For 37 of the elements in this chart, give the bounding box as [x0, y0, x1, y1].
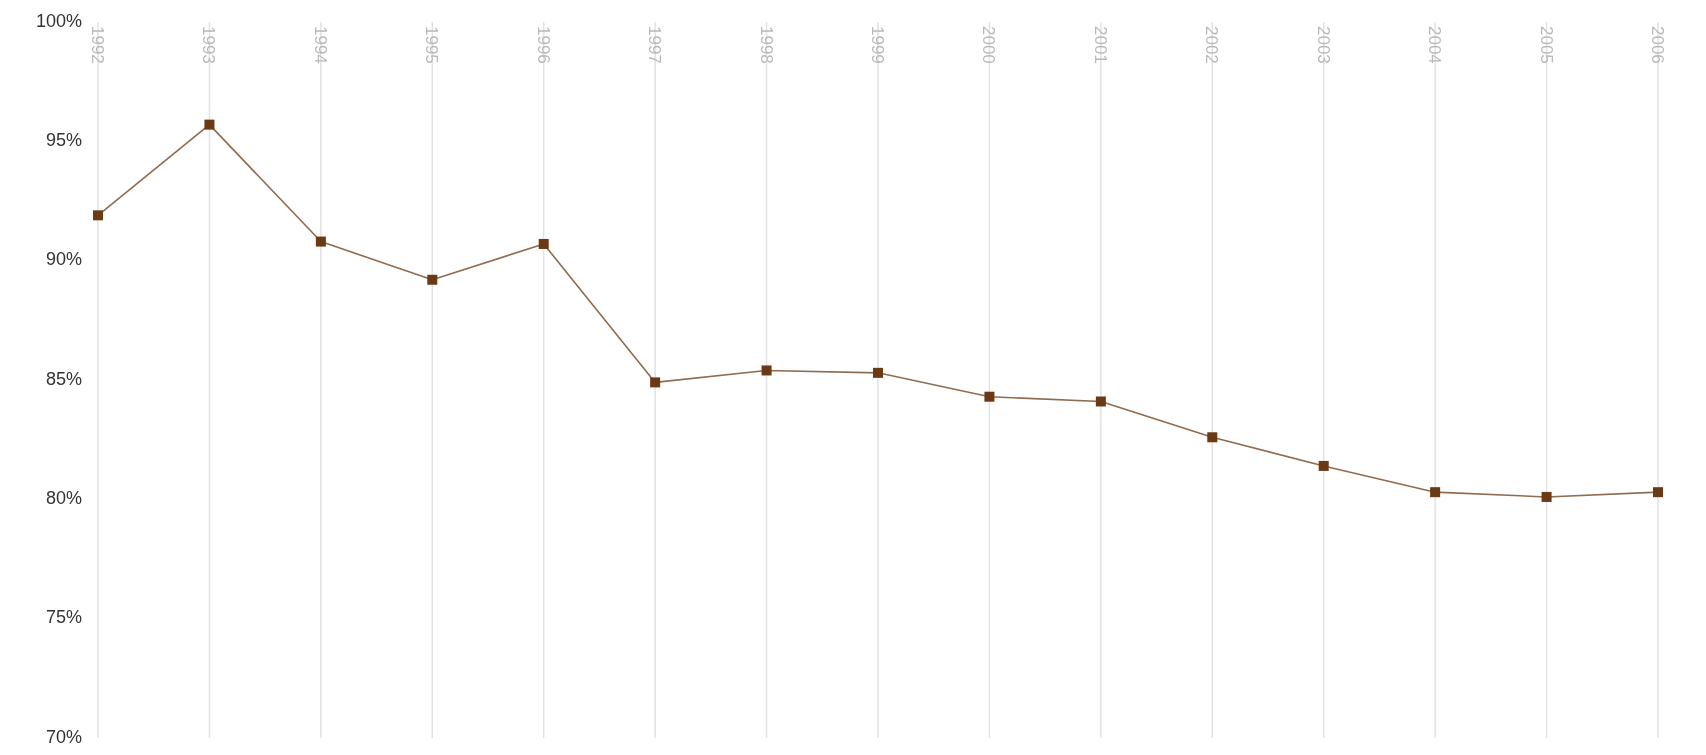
x-tick-label: 2000	[979, 26, 999, 64]
x-tick-label: 1998	[756, 26, 776, 64]
point	[1095, 396, 1106, 407]
point	[984, 391, 995, 402]
x-tick-label: 2006	[1648, 26, 1667, 64]
y-tick-label: 95%	[45, 130, 82, 151]
x-tick-label: 1999	[868, 26, 887, 64]
point	[761, 365, 772, 376]
y-tick-label: 100%	[35, 10, 82, 31]
x-tick-label: 2001	[1090, 26, 1110, 64]
y-tick-label: 90%	[45, 249, 82, 270]
x-tick-label: 1992	[88, 26, 107, 64]
point	[1653, 487, 1663, 498]
x-tick-label: 2004	[1425, 26, 1445, 64]
x-tick-label: 1993	[199, 26, 219, 64]
x-tick-label: 1997	[645, 26, 665, 64]
x-tick-label: 2005	[1536, 26, 1556, 64]
point	[93, 210, 103, 221]
y-tick-label: 85%	[45, 368, 82, 389]
point	[1541, 491, 1552, 502]
point	[1318, 460, 1329, 471]
y-tick-label: 75%	[45, 607, 82, 628]
x-tick-label: 1994	[310, 26, 330, 64]
point	[315, 236, 326, 247]
point	[1430, 487, 1441, 498]
x-tick-label: 1995	[422, 26, 442, 64]
point	[538, 238, 549, 249]
x-tick-label: 2002	[1202, 26, 1222, 64]
y-tick-label: 70%	[45, 726, 82, 747]
x-tick-label: 2003	[1313, 26, 1333, 64]
x-tick-label: 1996	[533, 26, 553, 64]
point	[1207, 432, 1218, 443]
point	[427, 274, 438, 285]
point	[650, 377, 661, 388]
point	[873, 367, 883, 378]
y-tick-label: 80%	[45, 488, 82, 509]
point	[204, 119, 215, 130]
